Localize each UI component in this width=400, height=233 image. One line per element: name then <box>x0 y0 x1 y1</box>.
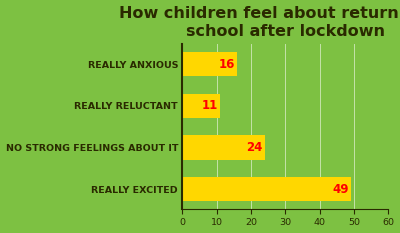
Bar <box>182 94 220 118</box>
Text: 49: 49 <box>332 183 349 196</box>
Title: How children feel about returning to
school after lockdown: How children feel about returning to sch… <box>119 6 400 39</box>
Text: 11: 11 <box>202 99 218 112</box>
Text: 16: 16 <box>219 58 236 71</box>
Bar <box>182 177 351 201</box>
Bar <box>182 135 265 160</box>
Bar <box>182 52 237 76</box>
Text: 24: 24 <box>247 141 263 154</box>
